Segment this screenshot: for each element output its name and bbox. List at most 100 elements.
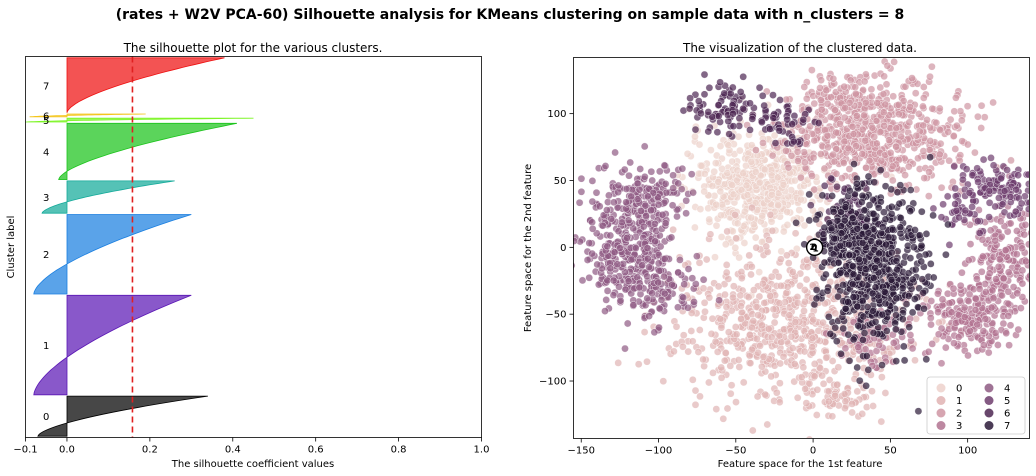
scatter-point bbox=[865, 156, 874, 165]
scatter-point bbox=[929, 211, 937, 220]
scatter-point bbox=[686, 94, 694, 102]
scatter-point bbox=[869, 196, 877, 204]
scatter-point bbox=[777, 338, 786, 347]
scatter-point bbox=[1021, 221, 1029, 229]
scatter-point bbox=[644, 254, 652, 263]
scatter-point bbox=[696, 326, 704, 334]
scatter-point bbox=[1004, 312, 1013, 320]
scatter-point bbox=[783, 251, 791, 260]
silhouette-cluster-4 bbox=[58, 122, 237, 180]
scatter-point bbox=[627, 192, 636, 201]
scatter-point bbox=[876, 128, 885, 136]
scatter-point bbox=[853, 302, 862, 311]
scatter-point bbox=[731, 243, 740, 252]
scatter-point bbox=[825, 312, 833, 321]
legend-marker bbox=[984, 421, 994, 430]
scatter-point bbox=[830, 157, 839, 166]
scatter-point bbox=[888, 162, 897, 170]
scatter-point bbox=[980, 341, 988, 350]
scatter-point bbox=[944, 220, 952, 229]
silhouette-cluster-1 bbox=[33, 294, 192, 396]
scatter-point bbox=[840, 82, 849, 91]
scatter-point bbox=[644, 192, 652, 201]
scatter-point bbox=[1014, 325, 1023, 334]
scatter-point bbox=[896, 223, 905, 231]
scatter-point bbox=[1006, 193, 1015, 201]
scatter-point bbox=[808, 343, 817, 351]
scatter-point bbox=[733, 219, 742, 228]
scatter-point bbox=[790, 112, 799, 120]
scatter-point bbox=[717, 233, 726, 241]
scatter-point bbox=[643, 272, 651, 281]
scatter-point bbox=[768, 151, 777, 160]
scatter-point bbox=[987, 154, 995, 162]
scatter-point bbox=[979, 155, 988, 164]
scatter-point bbox=[691, 90, 700, 99]
scatter-point bbox=[721, 356, 729, 365]
scatter-point bbox=[717, 211, 725, 220]
scatter-point bbox=[1006, 219, 1015, 228]
scatter-point bbox=[937, 183, 946, 192]
scatter-point bbox=[875, 341, 884, 349]
scatter-point bbox=[979, 327, 988, 335]
scatter-point bbox=[997, 174, 1005, 183]
scatter-point bbox=[845, 99, 854, 107]
scatter-point bbox=[588, 197, 597, 206]
scatter-point bbox=[908, 308, 917, 317]
scatter-point bbox=[621, 285, 630, 294]
silhouette-plot-title: The silhouette plot for the various clus… bbox=[123, 41, 383, 55]
scatter-point bbox=[848, 408, 856, 417]
scatter-point bbox=[753, 392, 762, 401]
scatter-point bbox=[802, 399, 811, 407]
scatter-point bbox=[861, 136, 870, 145]
scatter-point bbox=[800, 307, 808, 315]
scatter-point bbox=[885, 136, 893, 144]
scatter-point bbox=[684, 265, 693, 273]
scatter-point bbox=[746, 359, 755, 368]
scatter-point bbox=[892, 294, 901, 303]
scatter-point bbox=[869, 329, 878, 337]
scatter-point bbox=[797, 373, 806, 382]
scatter-point bbox=[640, 328, 649, 336]
scatter-point bbox=[780, 227, 788, 236]
scatter-point bbox=[858, 198, 866, 206]
scatter-point bbox=[858, 239, 867, 247]
scatter-point bbox=[755, 268, 764, 276]
scatter-point bbox=[606, 231, 615, 240]
scatter-point bbox=[892, 257, 901, 265]
scatter-point bbox=[643, 244, 652, 252]
scatter-point bbox=[932, 119, 941, 127]
scatter-point bbox=[928, 104, 937, 113]
scatter-point bbox=[841, 104, 850, 112]
scatter-point bbox=[846, 76, 855, 85]
scatter-point bbox=[770, 318, 779, 327]
scatter-point bbox=[954, 333, 963, 341]
scatter-point bbox=[936, 104, 944, 113]
scatter-point bbox=[647, 167, 656, 176]
scatter-point bbox=[964, 351, 972, 360]
scatter-point bbox=[660, 289, 669, 298]
scatter-point bbox=[1025, 205, 1029, 213]
scatter-point bbox=[929, 204, 938, 213]
scatter-point bbox=[684, 347, 693, 356]
cluster-center-label: 1 bbox=[813, 244, 819, 254]
scatter-point bbox=[760, 101, 769, 110]
scatter-point bbox=[812, 286, 821, 294]
scatter-point bbox=[737, 302, 745, 310]
scatter-point bbox=[1004, 268, 1013, 277]
scatter-point bbox=[889, 176, 897, 185]
scatter-point bbox=[875, 249, 883, 258]
scatter-point bbox=[926, 123, 935, 132]
scatter-point bbox=[603, 287, 612, 295]
scatter-point bbox=[791, 229, 800, 238]
scatter-point bbox=[669, 225, 677, 234]
scatter-point bbox=[747, 141, 756, 149]
scatter-point bbox=[912, 131, 921, 140]
scatter-point bbox=[927, 314, 935, 322]
scatter-point bbox=[823, 100, 832, 108]
scatter-point bbox=[674, 303, 682, 312]
scatter-point bbox=[727, 381, 736, 390]
scatter-point bbox=[841, 304, 850, 313]
scatter-point bbox=[966, 327, 975, 335]
scatter-point bbox=[808, 66, 816, 74]
